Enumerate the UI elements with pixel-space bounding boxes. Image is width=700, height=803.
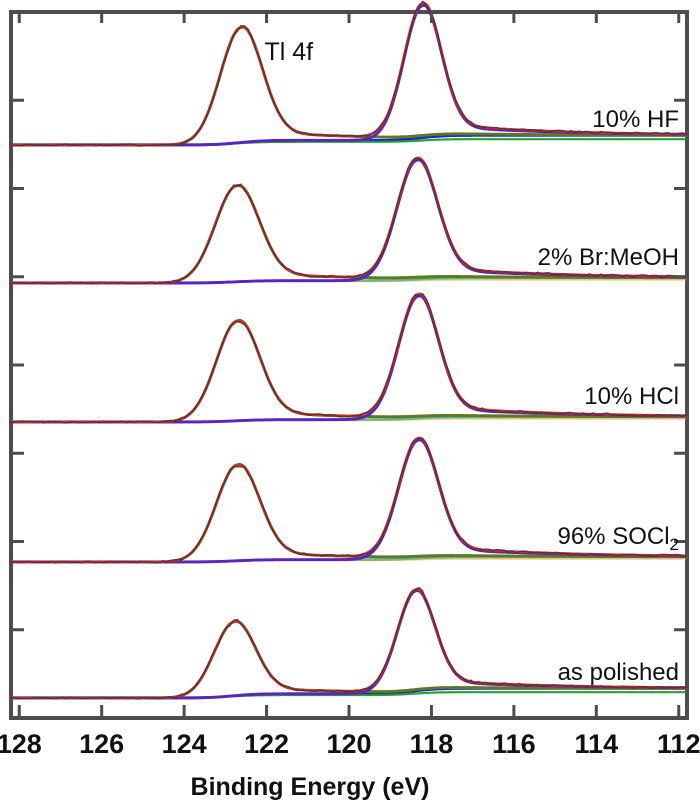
series-label-10-hcl: 10% HCl xyxy=(584,383,679,410)
x-tick-label: 120 xyxy=(326,729,371,759)
x-axis-ticks: 128 126 124 122 120 118 116 114 112 xyxy=(0,12,700,759)
spectrum-trace xyxy=(9,436,688,564)
x-tick-label: 118 xyxy=(410,729,454,759)
spectrum-trace xyxy=(9,586,688,700)
measured-data-trace xyxy=(10,437,687,564)
measured-data-trace xyxy=(10,293,687,424)
series-label-96-socl2: 96% SOCl2 xyxy=(557,523,679,554)
fitted-component-peak xyxy=(9,25,688,147)
plot-frame xyxy=(9,10,689,720)
tl-4f-5-2-label: Tl 4f xyxy=(265,38,314,66)
measured-data-trace xyxy=(10,586,687,700)
series-label-2-br-meoh: 2% Br:MeOH xyxy=(538,244,679,271)
x-axis-title: Binding Energy (eV) xyxy=(191,773,430,801)
spectrum-trace xyxy=(9,156,688,285)
x-tick-label: 112 xyxy=(657,729,700,759)
spectrum-trace xyxy=(9,292,688,424)
y-axis-ticks xyxy=(11,98,687,632)
x-tick-label: 124 xyxy=(162,729,207,759)
x-tick-label: 116 xyxy=(492,729,536,759)
envelope-fit-curve xyxy=(11,1,687,147)
series-label-as-polished: as polished xyxy=(558,659,679,686)
x-tick-label: 126 xyxy=(79,729,124,759)
fitted-component-peak xyxy=(9,3,688,147)
peak-annotations: Tl 4f xyxy=(265,38,314,66)
series-labels: 10% HF 2% Br:MeOH 10% HCl 96% SOCl2 as polis… xyxy=(538,106,679,686)
x-tick-label: 122 xyxy=(244,729,289,759)
x-tick-label: 128 xyxy=(0,729,42,759)
x-tick-label: 114 xyxy=(575,729,619,759)
measured-data-trace xyxy=(10,157,687,285)
spectra-traces xyxy=(9,0,688,700)
series-label-10-hf: 10% HF xyxy=(592,106,679,133)
measured-data-trace xyxy=(10,0,687,147)
spectrum-trace xyxy=(9,0,688,147)
